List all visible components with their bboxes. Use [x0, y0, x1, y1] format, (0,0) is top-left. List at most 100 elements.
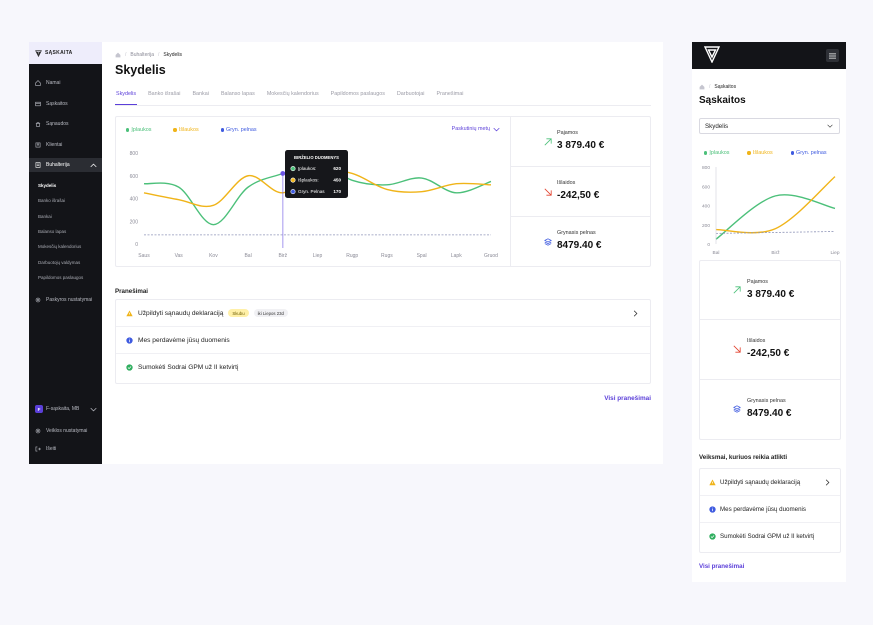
- urgent-badge: Skubu: [228, 309, 249, 317]
- gear-icon: [35, 428, 41, 434]
- legend-income[interactable]: Įplaukos: [126, 127, 162, 133]
- sidebar-item-clients[interactable]: Klientai: [29, 138, 102, 152]
- tab-dashboard[interactable]: Skydelis: [115, 91, 138, 105]
- stat-value: -242,50 €: [557, 190, 600, 201]
- sidebar-item-logout[interactable]: Išeiti: [29, 442, 102, 456]
- actions-title: Veiksmai, kuriuos reikia atlikti: [699, 454, 788, 461]
- sidebar-item-accounting[interactable]: Buhalterija: [29, 158, 102, 172]
- tooltip-value: 450: [333, 178, 341, 183]
- arrow-up-right-icon: [544, 138, 552, 146]
- arrow-down-right-icon: [733, 345, 741, 353]
- sidebar-item-invoices[interactable]: Sąskaitos: [29, 97, 102, 111]
- tab-balance-sheet[interactable]: Balanso lapas: [220, 91, 255, 97]
- tooltip-dot: [290, 166, 296, 172]
- menu-button[interactable]: [826, 49, 839, 62]
- stat-label: Išlaidos: [747, 338, 766, 345]
- notification-item[interactable]: Sumokėti Sodrai GPM už II ketvirtį: [116, 354, 650, 381]
- sidebar-item-label: Veiklos nustatymai: [46, 428, 88, 434]
- legend-label: Įplaukos: [709, 150, 730, 156]
- chevron-up-icon: [90, 163, 97, 167]
- sidebar-sub-banks[interactable]: Bankai: [38, 213, 52, 219]
- mobile-page-title: Sąskaitos: [699, 95, 746, 106]
- ledger-icon: [35, 162, 41, 168]
- all-notifications-link[interactable]: Visi pranešimai: [604, 395, 651, 402]
- hover-point: [280, 171, 286, 176]
- tooltip-dot: [290, 189, 296, 195]
- mobile-all-notifications-link[interactable]: Visi pranešimai: [699, 563, 745, 570]
- notification-item[interactable]: Užpildyti sąnaudų deklaraciją Skubu iki …: [116, 300, 650, 327]
- notification-item[interactable]: Užpildyti sąnaudų deklaraciją: [700, 469, 840, 496]
- period-label: Paskutinių metų: [451, 126, 490, 132]
- gear-icon: [35, 297, 41, 303]
- legend-expense[interactable]: Išlaukos: [747, 150, 781, 156]
- sidebar-item-company-settings[interactable]: Veiklos nustatymai: [29, 424, 102, 438]
- mobile-chart-legend: Įplaukos Išlaukos Gryn. pelnas: [704, 150, 845, 156]
- sidebar-item-expenses[interactable]: Sąnaudos: [29, 117, 102, 131]
- main-content: / Buhalterija / Skydelis Skydelis Skydel…: [115, 50, 651, 402]
- warning-icon: [709, 479, 716, 485]
- y-tick-label: 0: [707, 242, 710, 248]
- notification-item[interactable]: Mes perdavėme jūsų duomenis: [700, 496, 840, 523]
- legend-profit[interactable]: Gryn. pelnas: [790, 150, 836, 156]
- tab-bank-statements[interactable]: Banko išrašai: [148, 91, 181, 97]
- tab-services[interactable]: Papildomos paslaugos: [330, 91, 385, 97]
- view-select[interactable]: Skydelis: [699, 118, 840, 134]
- sidebar-item-label: Klientai: [46, 141, 63, 148]
- sidebar-sub-balance-sheet[interactable]: Balanso lapas: [38, 229, 67, 235]
- notification-item[interactable]: Mes perdavėme jūsų duomenis: [116, 327, 650, 354]
- y-tick-label: 0: [135, 242, 138, 248]
- mobile-breadcrumb: / Sąskaitos: [699, 84, 736, 90]
- stat-profit: Grynasis pelnas 8479.40 €: [511, 217, 650, 267]
- notification-text: Mes perdavėme jūsų duomenis: [138, 336, 230, 344]
- stat-label: Grynasis pelnas: [557, 230, 596, 236]
- company-switcher[interactable]: F F-sąskaita, MB: [29, 402, 102, 416]
- series-line-profit: [715, 231, 836, 234]
- period-dropdown[interactable]: Paskutinių metų: [452, 126, 500, 132]
- notification-item[interactable]: Sumokėti Sodrai GPM už II ketvirtį: [700, 523, 840, 550]
- sidebar-item-account-settings[interactable]: Paskyros nustatymai: [29, 293, 102, 307]
- legend-label: Gryn. pelnas: [226, 127, 257, 133]
- x-tick-label: Kov: [209, 253, 218, 259]
- tooltip-title: BIRŽELIO DUOMENYS: [294, 155, 339, 160]
- logout-icon: [35, 446, 41, 452]
- sidebar-logo[interactable]: SĄSKAITA: [29, 42, 102, 64]
- y-tick-label: 600: [702, 184, 710, 190]
- tab-employees[interactable]: Darbuotojai: [396, 91, 425, 97]
- sidebar-sub-dashboard[interactable]: Skydelis: [38, 183, 57, 189]
- x-tick-label: Spal: [417, 253, 427, 259]
- stat-label: Išlaidos: [557, 180, 576, 186]
- legend-profit[interactable]: Gryn. pelnas: [220, 127, 268, 133]
- sidebar-sub-employees[interactable]: Darbuotojų valdymas: [38, 259, 81, 265]
- x-tick-label: Bal: [244, 253, 251, 259]
- tab-bar: Skydelis Banko išrašai Bankai Balanso la…: [115, 91, 651, 106]
- home-icon[interactable]: [699, 84, 705, 90]
- desktop-view: SĄSKAITA Namai Sąskaitos Sąnaudos Klient…: [29, 42, 663, 464]
- sidebar-item-label: Sąnaudos: [46, 121, 69, 127]
- mobile-stats: Pajamos 3 879.40 € Išlaidos -242,50 € Gr…: [699, 260, 841, 440]
- sidebar-item-home[interactable]: Namai: [29, 76, 102, 90]
- check-icon: [709, 533, 716, 540]
- due-badge: iki Liepos 23d: [253, 309, 288, 317]
- logo-icon[interactable]: [704, 46, 720, 63]
- stats-panel: Pajamos 3 879.40 € Išlaidos -242,50 € Gr…: [510, 117, 650, 266]
- tab-banks[interactable]: Bankai: [192, 91, 209, 97]
- chevron-right-icon[interactable]: [633, 310, 638, 317]
- tab-notifications[interactable]: Pranešimai: [436, 91, 464, 97]
- chevron-right-icon[interactable]: [825, 479, 830, 486]
- legend-income[interactable]: Įplaukos: [704, 150, 738, 156]
- logo-icon: [35, 49, 42, 57]
- series-line-expense: [715, 176, 836, 234]
- notification-text: Užpildyti sąnaudų deklaraciją: [720, 478, 801, 486]
- sidebar-sub-services[interactable]: Papildomos paslaugos: [38, 274, 84, 280]
- x-tick-label: Birž: [771, 250, 780, 256]
- sidebar-sub-tax-calendar[interactable]: Mokesčių kalendorius: [38, 244, 82, 250]
- home-icon[interactable]: [115, 52, 121, 58]
- breadcrumb-current: Sąskaitos: [714, 84, 737, 90]
- sidebar-sub-bank-statements[interactable]: Banko išrašai: [38, 198, 66, 204]
- legend-expense[interactable]: Išlaukos: [173, 127, 209, 133]
- tab-tax-calendar[interactable]: Mokesčių kalendorius: [266, 91, 319, 97]
- sidebar-item-label: Namai: [46, 80, 61, 86]
- breadcrumb-parent[interactable]: Buhalterija: [130, 52, 155, 58]
- warning-icon: [126, 310, 133, 316]
- dashboard-card: 0 200 400 600 800 Saus Vas Kov Bal Birž Liep Rugp Ru…: [115, 116, 651, 267]
